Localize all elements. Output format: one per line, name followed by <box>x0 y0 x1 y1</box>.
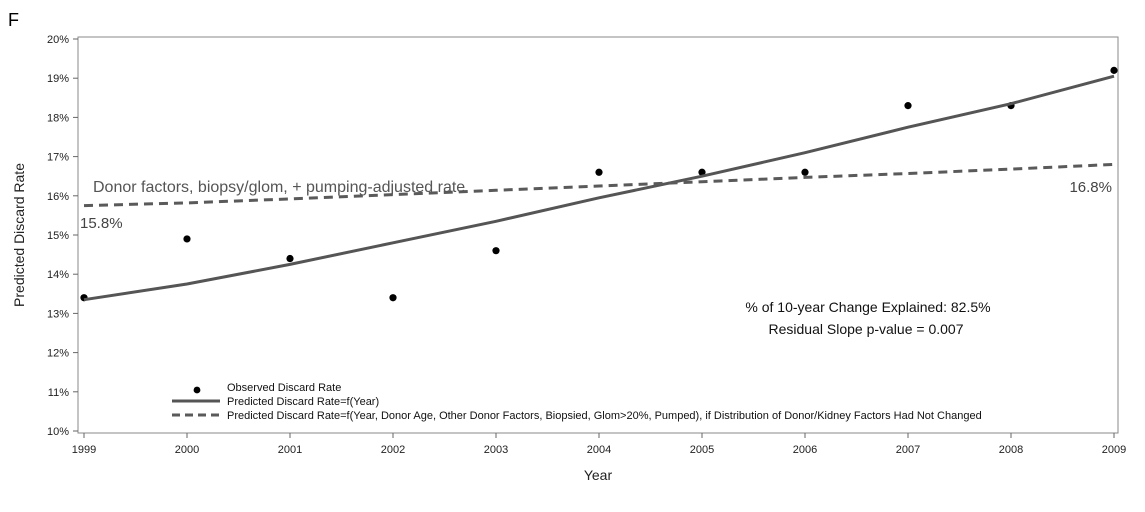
y-tick-label: 14% <box>47 269 69 281</box>
x-tick-label: 2008 <box>999 444 1023 456</box>
x-tick-label: 1999 <box>72 444 96 456</box>
panel-label: F <box>8 10 19 30</box>
y-tick-label: 19% <box>47 73 69 85</box>
observed-point <box>286 254 294 263</box>
y-tick-label: 20% <box>47 34 69 46</box>
y-axis-title: Predicted Discard Rate <box>11 163 27 307</box>
observed-point <box>904 102 912 110</box>
x-tick-label: 2002 <box>381 444 405 456</box>
x-axis-title: Year <box>584 467 613 483</box>
observed-point <box>801 168 809 176</box>
x-tick-label: 2005 <box>690 444 714 456</box>
legend-entry-label: Observed Discard Rate <box>227 382 341 394</box>
plot-area: 10% 11% 12% 13% 14% 15% 16% 17% 18% 19% 20% 1999 200… <box>47 34 1126 456</box>
observed-point <box>595 168 603 176</box>
y-tick-label: 18% <box>47 112 69 124</box>
y-tick-label: 12% <box>47 348 69 360</box>
x-tick-label: 2009 <box>1102 444 1126 456</box>
plot-frame <box>77 36 1119 434</box>
x-tick-label: 2003 <box>484 444 508 456</box>
y-tick-label: 13% <box>47 308 69 320</box>
observed-point <box>1110 66 1118 74</box>
dashed-line-annotation: Donor factors, biopsy/glom, + pumping-ad… <box>93 179 465 196</box>
observed-point <box>183 235 191 243</box>
x-tick-label: 2000 <box>175 444 199 456</box>
residual-slope-note: Residual Slope p-value = 0.007 <box>769 321 964 337</box>
y-tick-label: 17% <box>47 152 69 164</box>
x-tick-label: 2001 <box>278 444 302 456</box>
x-tick-label: 2004 <box>587 444 611 456</box>
x-tick-label: 2007 <box>896 444 920 456</box>
start-value-label: 15.8% <box>80 215 123 232</box>
observed-point <box>389 294 397 302</box>
legend-entry-label: Predicted Discard Rate=f(Year, Donor Age… <box>227 410 982 422</box>
y-tick-label: 11% <box>48 387 69 399</box>
predicted-year-line <box>83 74 1115 302</box>
y-tick-label: 15% <box>47 230 69 242</box>
observed-point <box>492 247 500 255</box>
x-tick-label: 2006 <box>793 444 817 456</box>
legend: Observed Discard Rate Predicted Discard R… <box>172 382 982 422</box>
explained-change-note: % of 10-year Change Explained: 82.5% <box>745 299 990 315</box>
y-tick-label: 16% <box>47 191 69 203</box>
end-value-label: 16.8% <box>1069 179 1112 196</box>
legend-point-swatch <box>193 386 201 394</box>
observed-point <box>698 168 706 176</box>
predicted-adjusted-line <box>83 162 1115 208</box>
legend-entry-label: Predicted Discard Rate=f(Year) <box>227 396 379 408</box>
y-tick-label: 10% <box>47 426 69 438</box>
